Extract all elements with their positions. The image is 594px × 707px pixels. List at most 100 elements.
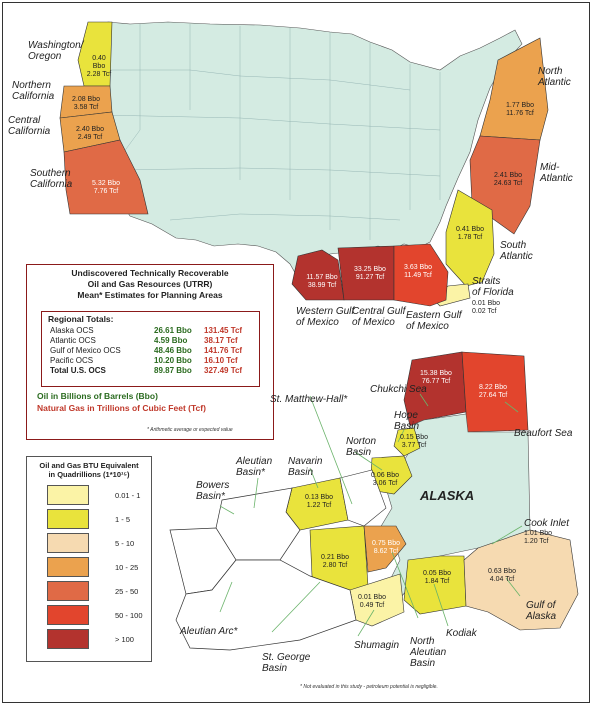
value-c-gulf: 33.25 Bbo 91.27 Tcf (348, 266, 392, 282)
oil: 2.40 Bbo (75, 126, 105, 133)
oil: 89.87 Bbo (154, 366, 192, 375)
legend-label: 0.01 - 1 (115, 491, 141, 500)
table-row: Alaska OCS 26.61 Bbo 131.45 Tcf (42, 326, 259, 336)
label-shumagin: Shumagin (354, 640, 400, 651)
value-st-george: 0.21 Bbo 2.80 Tcf (318, 554, 352, 570)
gas: 38.99 Tcf (307, 282, 337, 289)
value-straits: 0.01 Bbo 0.02 Tcf (472, 300, 512, 316)
gas: 8.62 Tcf (373, 548, 399, 555)
label-st-matthew: St. Matthew-Hall* (270, 394, 348, 405)
oil: 48.46 Bbo (154, 346, 192, 355)
gas: 27.64 Tcf (478, 392, 508, 399)
aleutian-arc-region (175, 559, 357, 651)
table-row: Atlantic OCS 4.59 Bbo 38.17 Tcf (42, 336, 259, 346)
label-mid-atlantic: Mid- Atlantic (540, 162, 573, 184)
legend-swatch (47, 629, 89, 649)
legend-label: 25 - 50 (115, 587, 139, 596)
value-n-atlantic: 1.77 Bbo 11.76 Tcf (500, 102, 540, 118)
value-chukchi: 15.38 Bbo 76.77 Tcf (414, 370, 458, 386)
n-aleutian-region (363, 525, 407, 573)
oil: 0.01 Bbo (357, 594, 387, 601)
st-matthew-region (339, 469, 387, 527)
label-s-atlantic: South Atlantic (500, 240, 533, 262)
area: Atlantic OCS (50, 336, 96, 345)
gas: 2.49 Tcf (77, 134, 103, 141)
legend-swatch (47, 509, 89, 529)
value-wa-or: 0.40 Bbo 2.28 Tcf (86, 55, 112, 79)
oil: 4.59 Bbo (154, 336, 188, 345)
value-navarin: 0.13 Bbo 1.22 Tcf (302, 494, 336, 510)
oil: 0.06 Bbo (370, 472, 400, 479)
area: Gulf of Mexico OCS (50, 346, 121, 355)
area: Total U.S. OCS (50, 366, 106, 375)
label-norton: Norton Basin (346, 436, 377, 458)
value-gulf-alaska: 0.63 Bbo 4.04 Tcf (484, 568, 520, 584)
regional-totals: Regional Totals: Alaska OCS 26.61 Bbo 131.… (41, 311, 260, 387)
legend-label: 5 - 10 (115, 539, 135, 548)
legend-swatch (47, 581, 89, 601)
oil: 8.22 Bbo (478, 384, 508, 391)
gas: 327.49 Tcf (204, 366, 243, 375)
oil: 0.05 Bbo (422, 570, 452, 577)
label-navarin: Navarin Basin (288, 456, 323, 478)
label-n-aleutian: North Aleutian Basin (410, 636, 447, 669)
value-socal: 5.32 Bbo 7.76 Tcf (86, 180, 126, 196)
label-c-gulf: Central Gulf of Mexico (352, 306, 406, 328)
oil-legend: Oil in Billions of Barrels (Bbo) (37, 391, 158, 401)
value-shumagin: 0.01 Bbo 0.49 Tcf (356, 594, 388, 610)
label-wa-or: Washington/Oregon (28, 40, 84, 62)
oil: 3.63 Bbo (403, 264, 433, 271)
gas: 0.02 Tcf (472, 308, 497, 315)
value-s-atlantic: 0.41 Bbo 1.78 Tcf (452, 226, 488, 242)
btu-legend-title: Oil and Gas BTU Equivalent in Quadrillion… (39, 461, 139, 479)
oil: 33.25 Bbo (354, 266, 386, 273)
legend-label: 50 - 100 (115, 611, 143, 620)
table-row: Gulf of Mexico OCS 48.46 Bbo 141.76 Tcf (42, 346, 259, 356)
gas-legend: Natural Gas in Trillions of Cubic Feet (… (37, 403, 206, 413)
oil: 0.01 Bbo (472, 300, 501, 307)
gas: 4.04 Tcf (489, 576, 515, 583)
value-w-gulf: 11.57 Bbo 38.99 Tcf (302, 274, 342, 290)
gas: 1.84 Tcf (424, 578, 450, 585)
totals-heading: Regional Totals: (48, 314, 114, 324)
socal-region (63, 139, 149, 215)
beaufort-region (461, 351, 529, 433)
gas: 3.58 Tcf (73, 104, 99, 111)
gas: 0.49 Tcf (359, 602, 385, 609)
gas: 91.27 Tcf (355, 274, 385, 281)
e-gulf-region (393, 243, 449, 307)
gas: 24.63 Tcf (493, 180, 523, 187)
gas: 76.77 Tcf (421, 378, 451, 385)
gas: 38.17 Tcf (204, 336, 238, 345)
oil: 0.21 Bbo (320, 554, 350, 561)
value-hope: 0.15 Bbo 3.77 Tcf (398, 434, 430, 450)
value-n-aleutian: 0.75 Bbo 8.62 Tcf (370, 540, 402, 556)
gas: 1.22 Tcf (306, 502, 332, 509)
gulf-alaska-region (463, 529, 579, 631)
label-kodiak: Kodiak (446, 628, 477, 639)
gas: 11.76 Tcf (506, 110, 534, 117)
value-cook-inlet: 1.01 Bbo 1.20 Tcf (524, 530, 564, 546)
oil: 0.75 Bbo (371, 540, 401, 547)
gas: 2.28 Tcf (86, 71, 112, 78)
gas: 7.76 Tcf (93, 188, 119, 195)
label-n-atlantic: North Atlantic (538, 66, 571, 88)
label-norcal: Northern California (12, 80, 55, 102)
legend-label: 10 - 25 (115, 563, 139, 572)
oil: 0.15 Bbo (399, 434, 429, 441)
s-atlantic-region (445, 189, 495, 287)
oil: 1.77 Bbo (505, 102, 535, 109)
label-e-gulf: Eastern Gulf of Mexico (406, 310, 462, 332)
bottom-footnote: * Not evaluated in this study - petroleu… (300, 684, 438, 690)
label-bowers: Bowers Basin* (196, 480, 230, 502)
label-st-george: St. George Basin (262, 652, 311, 674)
legend-swatch (47, 605, 89, 625)
area: Alaska OCS (50, 326, 94, 335)
oil: 0.40 Bbo (92, 55, 106, 70)
btu-legend: Oil and Gas BTU Equivalent in Quadrillion… (26, 456, 152, 662)
alaska-label: ALASKA (420, 488, 475, 503)
label-gulf-alaska: Gulf of Alaska (526, 600, 557, 622)
gas: 141.76 Tcf (204, 346, 243, 355)
